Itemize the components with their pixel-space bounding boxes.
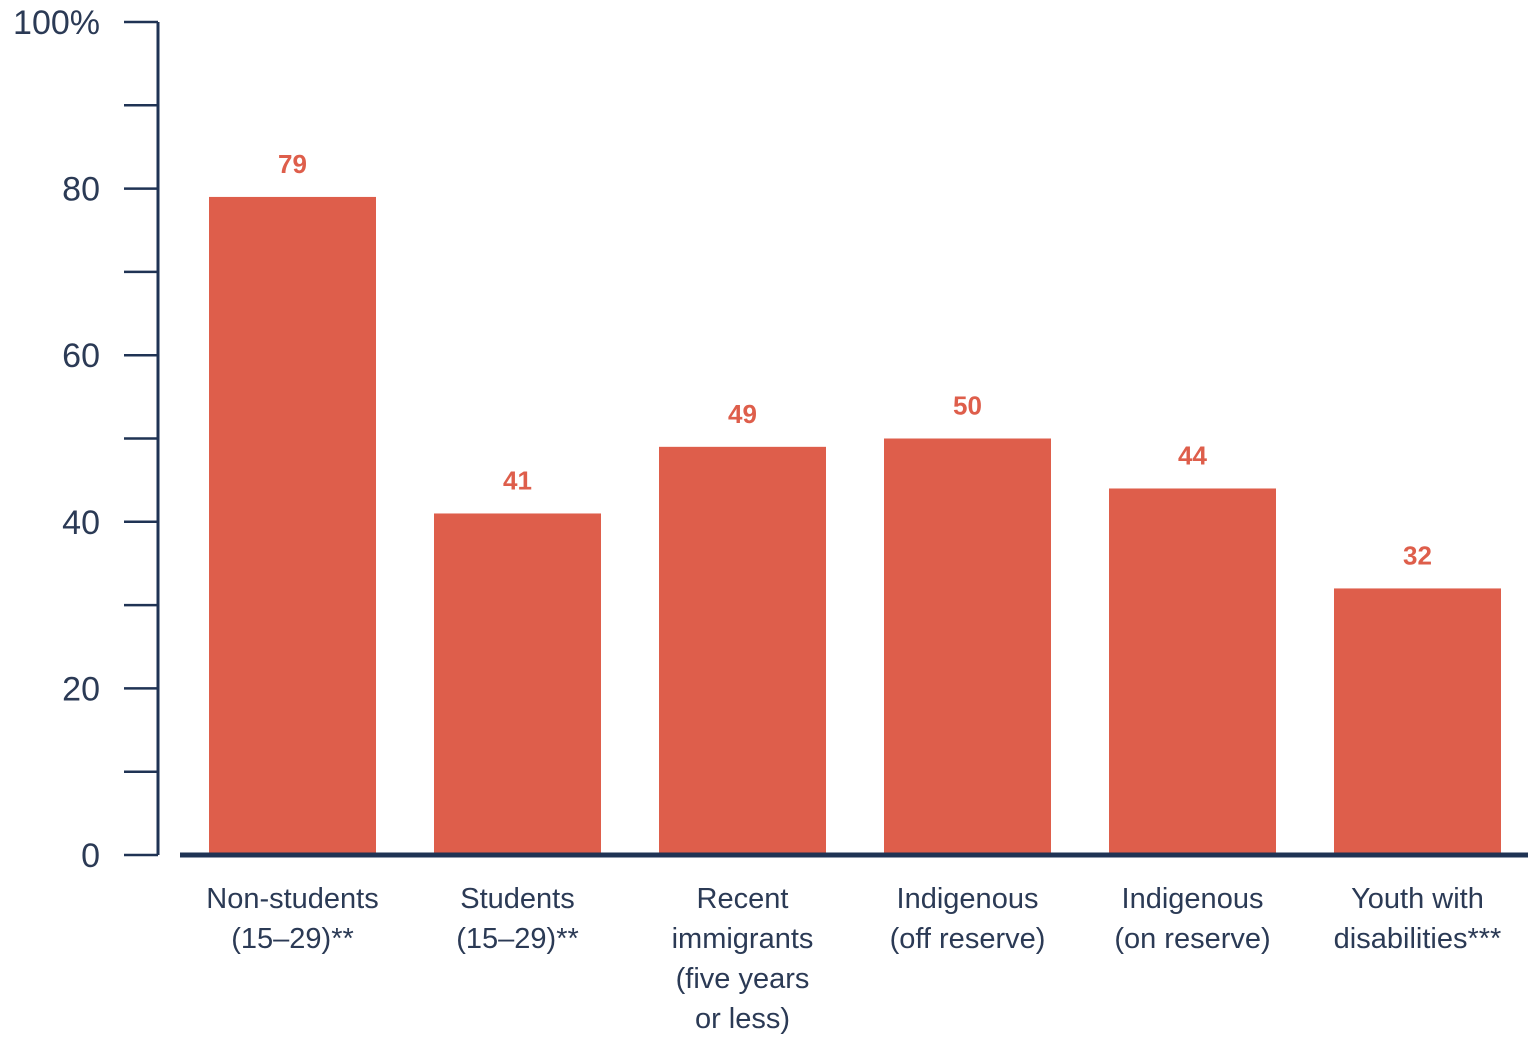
y-tick-label: 80 [62, 171, 100, 209]
y-tick-label: 100% [13, 4, 100, 42]
x-tick-label: Indigenous (on reserve) [1114, 883, 1270, 955]
y-tick-label: 20 [62, 670, 100, 708]
bar [1334, 588, 1501, 855]
y-tick-label: 60 [62, 337, 100, 375]
data-label: 79 [278, 149, 307, 179]
data-label: 50 [953, 391, 982, 421]
bar [1109, 488, 1276, 855]
x-tick-label: Youth with disabilities*** [1334, 883, 1502, 955]
bar [659, 446, 826, 855]
data-label: 49 [728, 399, 757, 429]
bar [884, 438, 1051, 855]
bar [434, 513, 601, 855]
bar [209, 196, 376, 855]
data-label: 32 [1403, 540, 1432, 570]
data-label: 41 [503, 465, 532, 495]
y-tick-label: 40 [62, 504, 100, 542]
data-label: 44 [1178, 440, 1207, 470]
x-tick-label: Recent immigrants (five years or less) [672, 883, 814, 1035]
x-tick-label: Students (15–29)** [456, 883, 579, 955]
x-tick-label: Indigenous (off reserve) [890, 883, 1046, 955]
y-tick-label: 0 [81, 837, 100, 875]
x-tick-label: Non-students (15–29)** [206, 883, 379, 955]
